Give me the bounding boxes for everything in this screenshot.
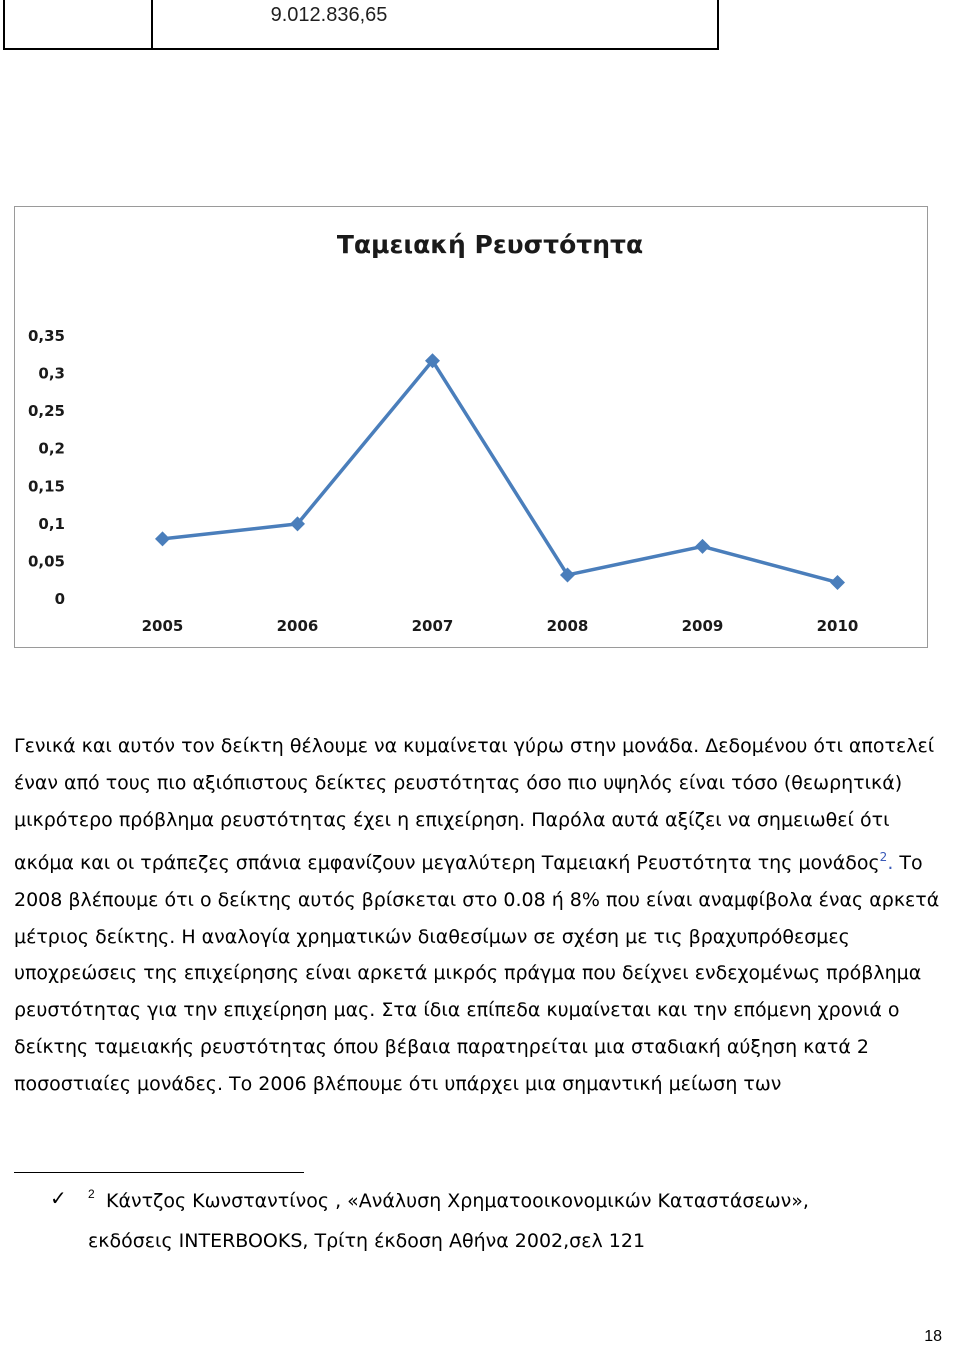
x-tick-label: 2007	[412, 617, 454, 635]
footnote-reference: 2	[879, 849, 888, 864]
x-tick-label: 2005	[142, 617, 184, 635]
footnote-reference-period: .	[887, 851, 894, 874]
data-point-marker	[425, 353, 440, 369]
y-tick-label: 0,3	[38, 365, 65, 383]
y-tick-label: 0,05	[28, 552, 65, 570]
table-value: 9.012.836,65	[270, 4, 388, 26]
data-point-marker	[560, 567, 575, 583]
chart-frame: Ταμειακή Ρευστότητα 0 0,05 0,1 0,15 0,2 0,25 0…	[14, 206, 928, 648]
chart-title: Ταμειακή Ρευστότητα	[337, 230, 643, 259]
footnote-line-1: Κάντζος Κωνσταντίνος , «Ανάλυση Χρηματοο…	[106, 1190, 809, 1212]
x-tick-label: 2009	[682, 617, 724, 635]
table-cell-right	[151, 0, 719, 50]
data-point-marker	[830, 574, 845, 590]
x-tick-label: 2010	[817, 617, 859, 635]
y-tick-label: 0,15	[28, 477, 65, 495]
sentence-1: Γενικά και αυτόν τον δείκτη θέλουμε να κ…	[14, 735, 700, 757]
top-table-fragment: 9.012.836,65	[3, 0, 719, 50]
page-number: 18	[924, 1328, 942, 1345]
y-tick-label: 0,25	[28, 402, 65, 420]
footnote-rule	[14, 1172, 304, 1173]
data-point-marker	[695, 538, 710, 554]
y-tick-label: 0,2	[38, 440, 65, 458]
footnote-number: 2	[88, 1187, 95, 1201]
sentence-2: Δεδομένου ότι αποτελεί έναν από τους πιο…	[14, 735, 935, 874]
data-point-marker	[155, 531, 170, 547]
body-paragraph: Γενικά και αυτόν τον δείκτη θέλουμε να κ…	[14, 728, 944, 1103]
data-point-marker	[290, 516, 305, 532]
y-tick-label: 0,1	[38, 515, 65, 533]
sentence-3: Το 2008 βλέπουμε ότι ο δείκτης αυτός βρί…	[14, 851, 940, 1096]
liquidity-chart: Ταμειακή Ρευστότητα 0 0,05 0,1 0,15 0,2 0,25 0…	[28, 230, 859, 635]
x-tick-label: 2008	[547, 617, 589, 635]
checkmark-icon: ✓	[50, 1186, 67, 1210]
y-tick-label: 0	[55, 590, 65, 608]
table-cell-left	[3, 0, 153, 50]
series-line	[162, 359, 838, 585]
x-tick-label: 2006	[277, 617, 319, 635]
y-tick-label: 0,35	[28, 327, 65, 345]
footnote-line-2: εκδόσεις INTERBOOKS, Τρίτη έκδοση Αθήνα …	[88, 1230, 646, 1252]
